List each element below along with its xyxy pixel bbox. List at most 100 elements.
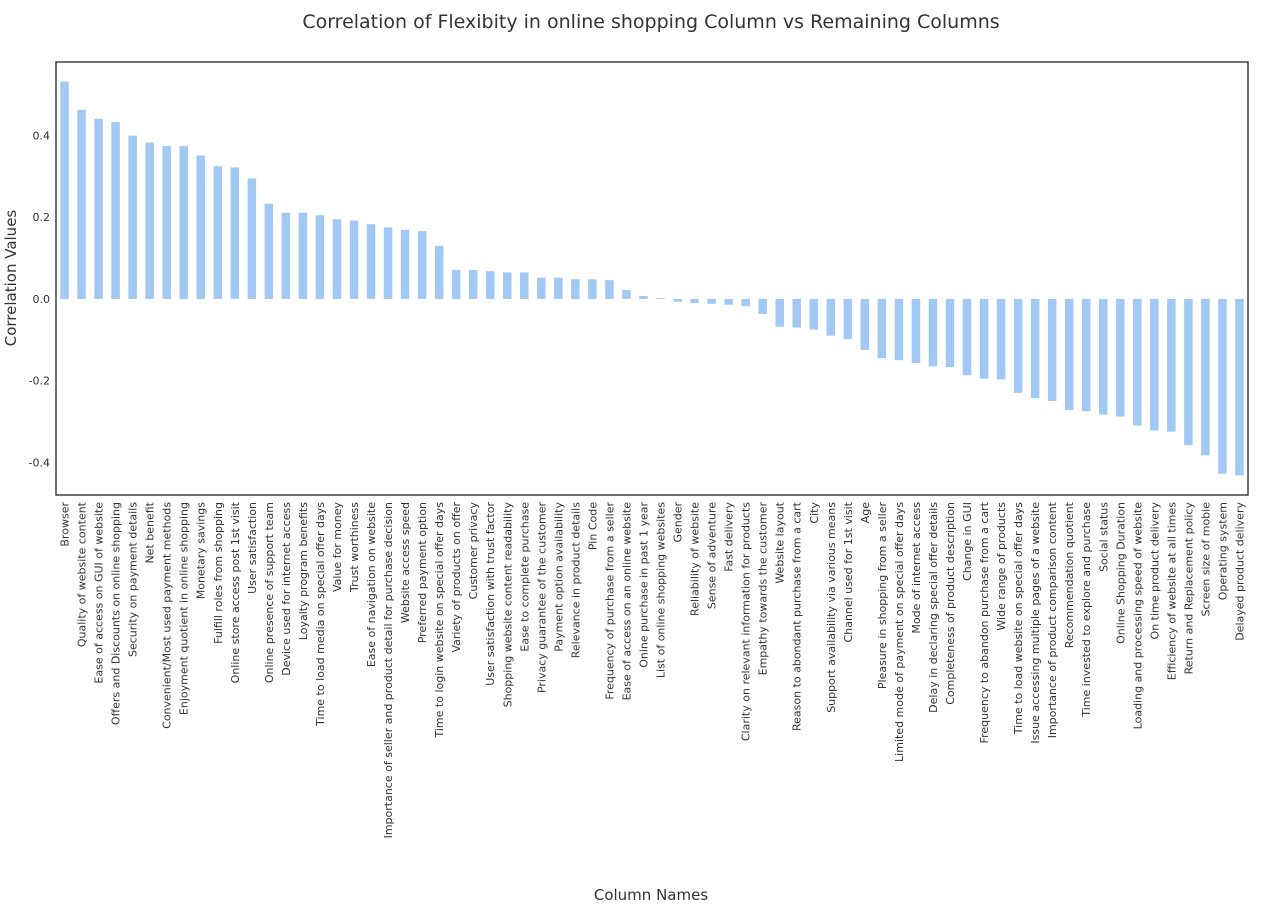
x-ticks-group: Browser Quality of website content Ease of… [59, 501, 1247, 838]
bar [111, 122, 120, 299]
bar [1116, 298, 1125, 417]
x-tick-label: Change in GUI [961, 502, 974, 581]
x-tick-label: Device used for internet access [280, 502, 293, 676]
bar [400, 229, 410, 299]
bar [1150, 298, 1159, 431]
x-tick-label: Support availability via various means [825, 502, 838, 713]
bar [894, 298, 904, 361]
x-tick-label: Trust worthiness [348, 502, 361, 593]
bar [639, 296, 648, 299]
bar [503, 272, 512, 299]
x-tick-label: Age [859, 502, 872, 524]
x-tick-label: List of online shopping websites [655, 502, 668, 678]
x-tick-label: Convenient/Most used payment methods [161, 502, 174, 729]
bar [366, 224, 376, 299]
x-tick-label: Ease of access on GUI of website [93, 502, 106, 684]
x-tick-label: Pin Code [586, 502, 599, 550]
bar [962, 298, 972, 376]
bar [213, 166, 223, 299]
bar [520, 272, 529, 299]
y-tick-label: 0.0 [33, 293, 51, 306]
bar [843, 298, 853, 339]
bar [724, 298, 733, 305]
x-tick-label: Clarity on relevant information for prod… [740, 502, 753, 741]
bar [911, 298, 921, 364]
bar [264, 203, 274, 299]
y-tick-label: -0.4 [29, 456, 50, 469]
bars-group [60, 81, 1244, 476]
bar [979, 298, 989, 379]
x-tick-label: Relevance in product details [569, 502, 582, 659]
x-tick-label: Empathy towards the customer [757, 502, 770, 676]
x-tick-label: Channel used for 1st visit [842, 501, 855, 642]
x-tick-label: Wide range of products [995, 502, 1008, 631]
bar [451, 269, 461, 299]
x-axis-label: Column Names [594, 886, 708, 904]
bar [1167, 298, 1176, 432]
bar [860, 298, 870, 350]
bar [928, 298, 938, 367]
x-tick-label: Sense of adventure [706, 502, 719, 609]
bar [1218, 298, 1227, 474]
x-tick-label: Importance of seller and product detail … [382, 502, 395, 838]
x-tick-label: Enjoyment quotient in online shopping [178, 502, 191, 715]
x-tick-label: Offers and Discounts on online shopping [110, 502, 123, 725]
bar [1099, 298, 1108, 415]
x-tick-label: Issue accessing multiple pages of a webs… [1029, 502, 1042, 744]
x-tick-label: Shopping website content readability [501, 502, 514, 708]
bar [417, 231, 427, 299]
bar [383, 227, 393, 299]
bar [622, 289, 631, 299]
bar [826, 298, 836, 336]
bar [554, 277, 563, 299]
bar [128, 135, 137, 299]
x-tick-label: User satisfaction [246, 502, 259, 594]
x-tick-label: User satisfaction with trust factor [484, 502, 497, 686]
bar [94, 118, 103, 299]
bar [77, 109, 86, 299]
x-tick-label: Gender [672, 502, 685, 543]
x-tick-label: Frequency of purchase from a seller [603, 502, 616, 700]
bar [996, 298, 1006, 380]
x-tick-label: Online presence of support team [263, 502, 276, 683]
bar [179, 146, 188, 299]
x-tick-label: Online store access post 1st visit [229, 501, 242, 683]
x-tick-label: Online Shopping Duration [1114, 502, 1127, 644]
bar [247, 178, 257, 299]
x-tick-label: Payment option availability [552, 502, 565, 652]
x-tick-label: Loading and processing speed of website [1131, 502, 1144, 730]
x-tick-label: Fast delivery [723, 502, 736, 572]
x-tick-label: Time to load website on special offer da… [1012, 502, 1025, 735]
bar [1064, 298, 1074, 411]
x-tick-label: Delayed product delivery [1233, 502, 1246, 641]
x-tick-label: Website access speed [399, 502, 412, 623]
bar [1013, 298, 1023, 393]
bar [60, 81, 69, 299]
x-tick-label: Screen size of mobie [1199, 502, 1212, 617]
x-tick-label: Variety of products on offer [450, 502, 463, 653]
y-tick-label: 0.2 [33, 211, 51, 224]
bar [315, 215, 325, 299]
y-tick-label: 0.4 [33, 130, 51, 143]
x-tick-label: Pleasure in shopping from a seller [876, 502, 889, 690]
bar [1047, 298, 1057, 402]
bar [775, 298, 784, 327]
x-tick-label: Time to login website on special offer d… [433, 502, 446, 739]
bar [707, 298, 716, 304]
x-tick-label: Customer privacy [467, 502, 480, 600]
x-tick-label: City [808, 502, 821, 524]
x-tick-label: Time invested to explore and purchase [1080, 502, 1093, 718]
x-tick-label: Reliability of website [689, 502, 702, 616]
chart-title: Correlation of Flexibity in online shopp… [302, 11, 999, 33]
bar [468, 269, 478, 299]
bar [281, 212, 291, 299]
bar [877, 298, 887, 359]
x-tick-label: Ease to complete purchase [518, 502, 531, 652]
bar [792, 298, 801, 328]
x-tick-label: Ease of access on an online website [620, 502, 633, 701]
x-tick-label: Net benefit [144, 501, 157, 563]
bar [1081, 298, 1091, 412]
x-tick-label: Delay in declaring special offer details [927, 502, 940, 713]
x-tick-label: Efficiency of website at all times [1165, 502, 1178, 680]
